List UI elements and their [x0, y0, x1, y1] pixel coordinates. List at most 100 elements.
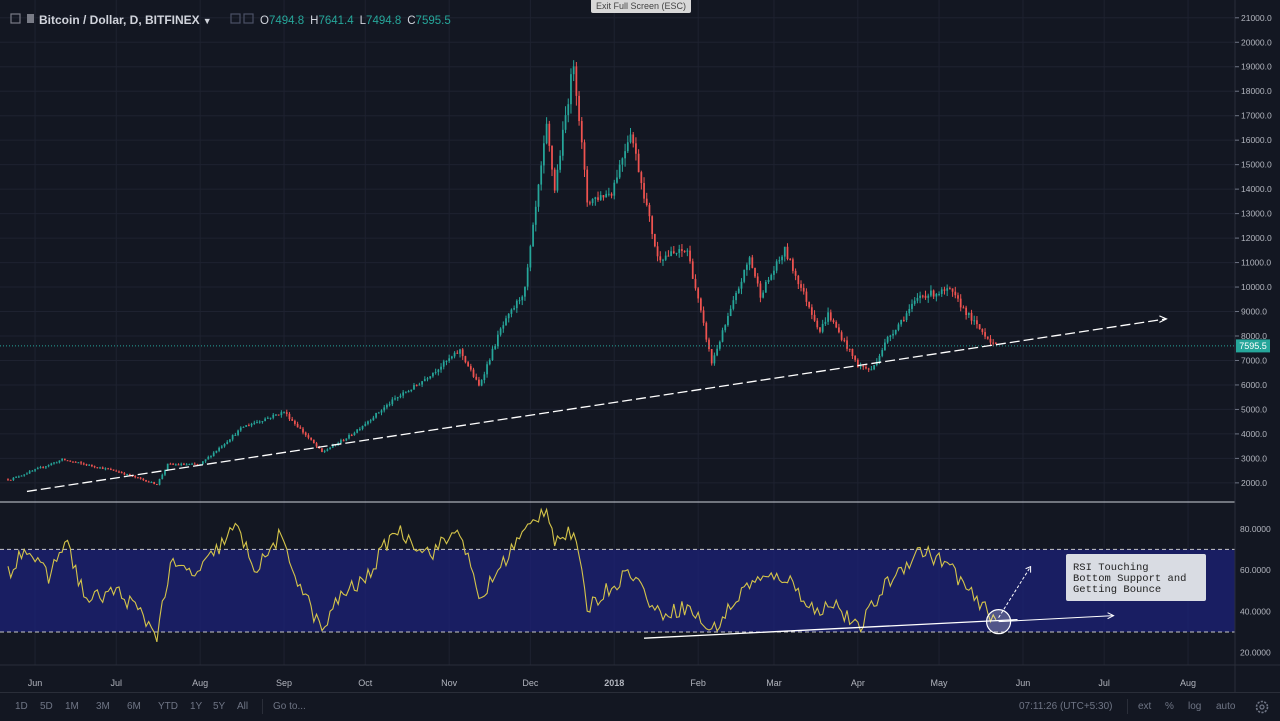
candle-body	[491, 348, 494, 361]
range-5d-button[interactable]: 5D	[40, 701, 53, 712]
candle-body	[450, 356, 453, 359]
candle-body	[17, 476, 20, 478]
candle-body	[53, 462, 55, 464]
time-tick-label: Feb	[690, 678, 706, 688]
candle-body	[302, 428, 304, 433]
range-1y-button[interactable]: 1Y	[190, 701, 203, 712]
candle-body	[128, 474, 131, 476]
candle-body	[258, 421, 261, 423]
candle-body	[440, 366, 442, 370]
candle-body	[226, 441, 229, 444]
candle-body	[188, 464, 191, 466]
candle-body	[312, 439, 315, 444]
symbol-dropdown-icon[interactable]: ▼	[203, 16, 212, 26]
range-6m-button[interactable]: 6M	[127, 701, 141, 712]
visibility-icon[interactable]	[230, 13, 241, 24]
candle-body	[169, 463, 172, 465]
candle-body	[892, 333, 894, 336]
candle-body	[759, 283, 762, 298]
candle-body	[483, 374, 486, 381]
candle-body	[220, 446, 223, 448]
candle-body	[115, 470, 118, 472]
candle-body	[697, 288, 700, 299]
candle-body	[80, 462, 82, 464]
candle-body	[448, 358, 451, 361]
toolbar-divider	[262, 699, 263, 714]
candle-body	[126, 474, 128, 476]
candle-body	[589, 202, 591, 204]
candle-body	[705, 322, 708, 340]
settings-small-icon[interactable]	[243, 13, 254, 24]
range-all-button[interactable]: All	[237, 701, 249, 712]
price-axis[interactable]: 21000.0 20000.0 19000.0 18000.0 17000.0 16000…	[1235, 13, 1272, 488]
range-ytd-button[interactable]: YTD	[158, 701, 178, 712]
price-tick-label: 13000.0	[1241, 209, 1272, 219]
auto-scale-toggle[interactable]: auto	[1216, 701, 1236, 712]
candle-body	[610, 193, 613, 196]
candle-body	[112, 469, 115, 471]
candle-body	[45, 466, 47, 468]
ohlc-high-value: 7641.4	[318, 15, 354, 27]
candle-body	[340, 440, 342, 444]
gear-icon[interactable]	[1252, 697, 1272, 717]
candle-body	[708, 339, 710, 350]
candle-body	[921, 295, 924, 297]
candle-body	[597, 197, 599, 200]
exit-fullscreen-tooltip[interactable]: Exit Full Screen (ESC)	[591, 0, 691, 13]
ext-hours-toggle[interactable]: ext	[1138, 701, 1152, 712]
price-trendline[interactable]	[26, 318, 1167, 493]
candle-body	[15, 476, 17, 478]
rsi-trendline[interactable]	[644, 618, 1018, 639]
candle-body	[380, 410, 383, 413]
candle-body	[299, 427, 302, 429]
candle-body	[294, 420, 296, 424]
log-scale-toggle[interactable]: log	[1188, 701, 1202, 712]
candle-body	[792, 259, 794, 271]
candle-body	[134, 475, 137, 478]
candle-body	[575, 66, 578, 96]
range-1m-button[interactable]: 1M	[65, 701, 79, 712]
candle-body	[459, 349, 461, 354]
rsi-axis[interactable]: 80.0000 60.0000 40.0000 20.0000	[1240, 524, 1271, 658]
candle-body	[31, 470, 34, 472]
candle-body	[153, 481, 156, 485]
candle-body	[656, 246, 659, 257]
candle-body	[277, 414, 280, 416]
candle-body	[702, 310, 705, 323]
candle-body	[250, 423, 253, 426]
percent-scale-toggle[interactable]: %	[1165, 701, 1174, 712]
range-5y-button[interactable]: 5Y	[213, 701, 226, 712]
range-3m-button[interactable]: 3M	[96, 701, 110, 712]
candle-body	[513, 308, 516, 310]
candle-body	[445, 360, 448, 362]
candle-body	[9, 479, 12, 481]
goto-date-button[interactable]: Go to...	[273, 701, 306, 712]
candle-body	[984, 332, 986, 337]
time-axis[interactable]: Jun Jul Aug Sep Oct Nov Dec 2018 Feb Mar Apr May Jun…	[28, 678, 1196, 688]
candle-body	[553, 169, 556, 191]
candle-body	[107, 468, 110, 470]
candle-body	[691, 261, 694, 279]
candle-body	[878, 355, 881, 362]
rsi-annotation-text: RSI Touching Bottom Support and Getting Bo…	[1073, 562, 1186, 596]
candle-body	[948, 288, 951, 290]
candle-body	[488, 360, 491, 365]
candle-body	[635, 143, 637, 154]
candle-body	[415, 385, 418, 387]
ohlc-open-value: 7494.8	[269, 15, 304, 27]
rsi-annotation[interactable]: RSI Touching Bottom Support and Getting Bo…	[1066, 554, 1206, 601]
candle-body	[469, 366, 472, 370]
symbol-title[interactable]: Bitcoin / Dollar, D, BITFINEX	[39, 13, 200, 27]
candle-body	[337, 443, 340, 445]
candle-body	[843, 339, 846, 341]
candle-body	[865, 366, 867, 369]
candle-body	[201, 461, 204, 465]
last-price-tag-text: 7595.5	[1239, 341, 1267, 351]
clock-time[interactable]: 07:11:26 (UTC+5:30)	[1019, 701, 1113, 712]
time-tick-label: Apr	[851, 678, 865, 688]
range-1d-button[interactable]: 1D	[15, 701, 28, 712]
candle-body	[995, 342, 997, 344]
candle-body	[773, 270, 775, 275]
candle-body	[678, 249, 681, 253]
